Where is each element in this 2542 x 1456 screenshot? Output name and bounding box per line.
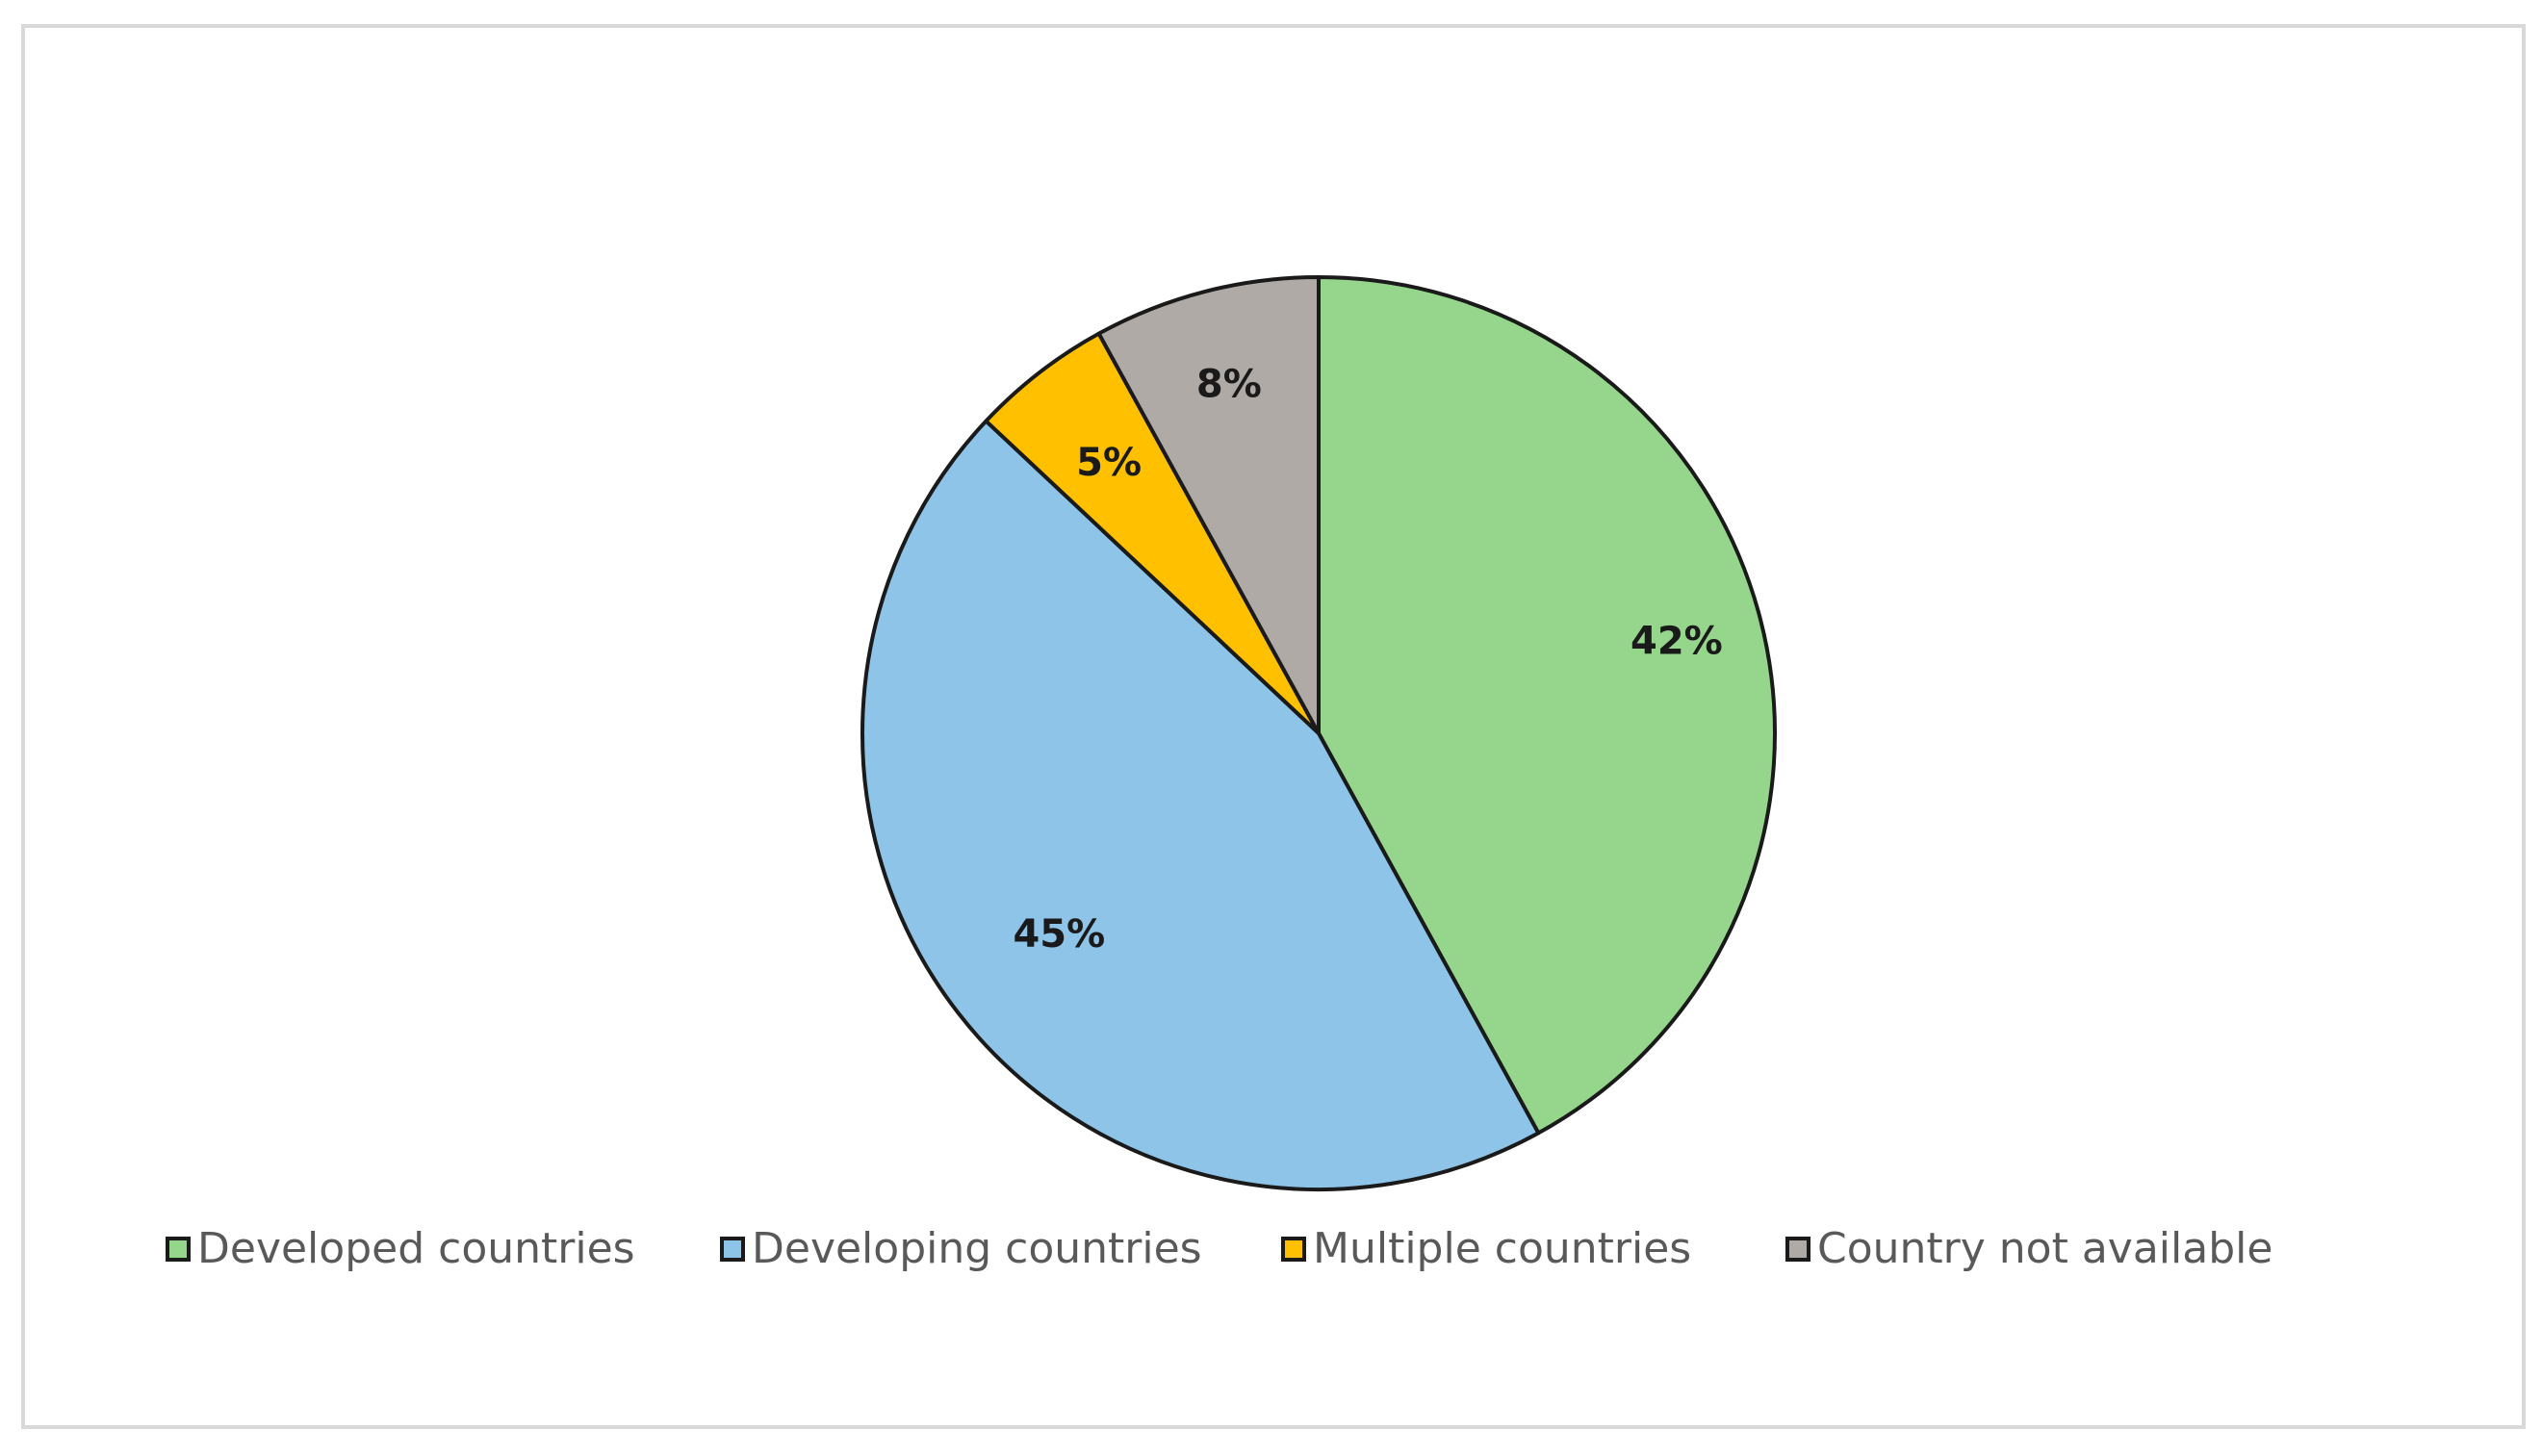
pie-slice-developed [1317, 275, 1777, 1136]
pie-slice-multiple [984, 331, 1321, 735]
data-label-developing: 45% [1013, 912, 1105, 957]
legend-item-not-available: Country not available [1785, 1220, 2272, 1278]
data-label-not-available: 8% [1196, 362, 1262, 406]
legend-swatch-developing [720, 1237, 745, 1262]
legend-swatch-multiple [1281, 1237, 1306, 1262]
legend: Developed countries Developing countries… [0, 1220, 2542, 1278]
legend-label-developed: Developed countries [197, 1224, 635, 1273]
data-label-multiple: 5% [1076, 441, 1142, 485]
legend-label-developing: Developing countries [752, 1224, 1202, 1273]
legend-item-developed: Developed countries [166, 1220, 635, 1278]
legend-item-multiple: Multiple countries [1281, 1220, 1691, 1278]
legend-swatch-not-available [1785, 1237, 1810, 1262]
data-label-developed: 42% [1630, 620, 1723, 664]
legend-label-multiple: Multiple countries [1313, 1224, 1692, 1273]
pie-slice-not-available [1096, 275, 1321, 735]
legend-label-not-available: Country not available [1817, 1224, 2273, 1273]
legend-item-developing: Developing countries [720, 1220, 1202, 1278]
legend-swatch-developed [166, 1237, 191, 1262]
pie-slice-developing [860, 419, 1541, 1191]
